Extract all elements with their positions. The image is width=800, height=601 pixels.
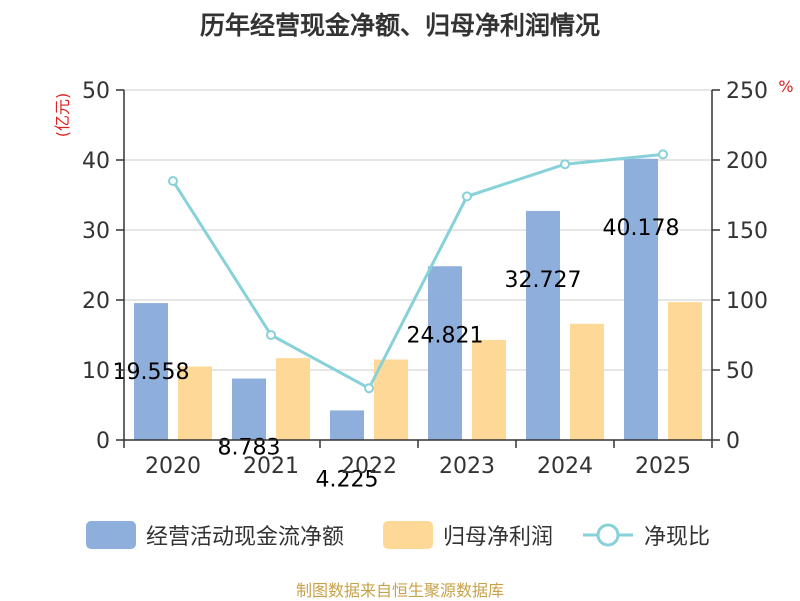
right-axis-unit: % [778,77,793,96]
cashflow-data-label: 24.821 [407,323,484,348]
legend-item-netprofit[interactable]: 归母净利润 [383,515,553,555]
bars [134,158,702,440]
netprofit-bar [374,359,408,440]
chart-title: 历年经营现金净额、归母净利润情况 [199,11,600,40]
cashflow-bar [330,410,364,440]
x-tick-label: 2020 [145,454,201,479]
ratio-point [266,330,276,340]
cashflow-bar [428,266,462,440]
x-tick-label: 2025 [635,454,691,479]
legend-item-cashflow[interactable]: 经营活动现金流净额 [86,515,344,555]
left-axis-unit: (亿元) [53,93,72,138]
ratio-line-symbol [583,523,633,547]
ratio-line [168,149,668,394]
right-tick-label: 100 [726,289,768,314]
ratio-point [462,191,472,202]
legend-label-netprofit: 归母净利润 [443,525,554,550]
x-tick-label: 2023 [439,454,495,479]
cashflow-bar [624,158,658,440]
left-tick-label: 30 [82,219,110,244]
ratio-point [364,383,374,394]
cashflow-bar [232,378,266,440]
data-source: 制图数据来自恒生聚源数据库 [295,581,504,600]
netprofit-bar [668,302,702,440]
netprofit-bar [276,358,310,440]
x-tick-label: 2022 [341,454,397,479]
x-tick-label: 2021 [243,454,299,479]
cashflow-data-label: 19.558 [113,360,190,385]
cashflow-data-label: 4.225 [316,467,379,492]
legend-item-ratio[interactable]: 净现比 [582,515,710,555]
gridlines [124,89,712,371]
x-tick-label: 2024 [537,454,593,479]
right-tick-label: 250 [726,79,768,104]
axes: 0 10 20 30 40 50 0 50 100 150 200 250 2020 2021 2022 20… [82,79,768,479]
ratio-polyline [171,152,664,391]
legend-label-ratio: 净现比 [644,525,711,550]
left-tick-label: 10 [82,359,110,384]
cashflow-bar [134,303,168,440]
legend: 经营活动现金流净额 归母净利润 净现比 [0,515,800,555]
netprofit-swatch [383,521,433,549]
right-tick-label: 50 [726,359,754,384]
cashflow-swatch [86,521,136,549]
ratio-point [658,149,668,160]
cashflow-bar [526,210,560,440]
ratio-point [560,159,570,170]
left-tick-label: 0 [96,429,110,454]
cashflow-data-label: 32.727 [505,268,582,293]
netprofit-bar [570,323,604,440]
right-tick-label: 0 [726,429,740,454]
left-tick-label: 50 [82,79,110,104]
right-tick-label: 150 [726,219,768,244]
netprofit-bar [178,366,212,440]
ratio-point [168,176,178,186]
left-tick-label: 20 [82,289,110,314]
left-tick-label: 40 [82,149,110,174]
cashflow-data-label: 40.178 [603,216,680,241]
right-tick-label: 200 [726,149,768,174]
legend-label-cashflow: 经营活动现金流净额 [146,525,345,550]
netprofit-bar [472,339,506,440]
